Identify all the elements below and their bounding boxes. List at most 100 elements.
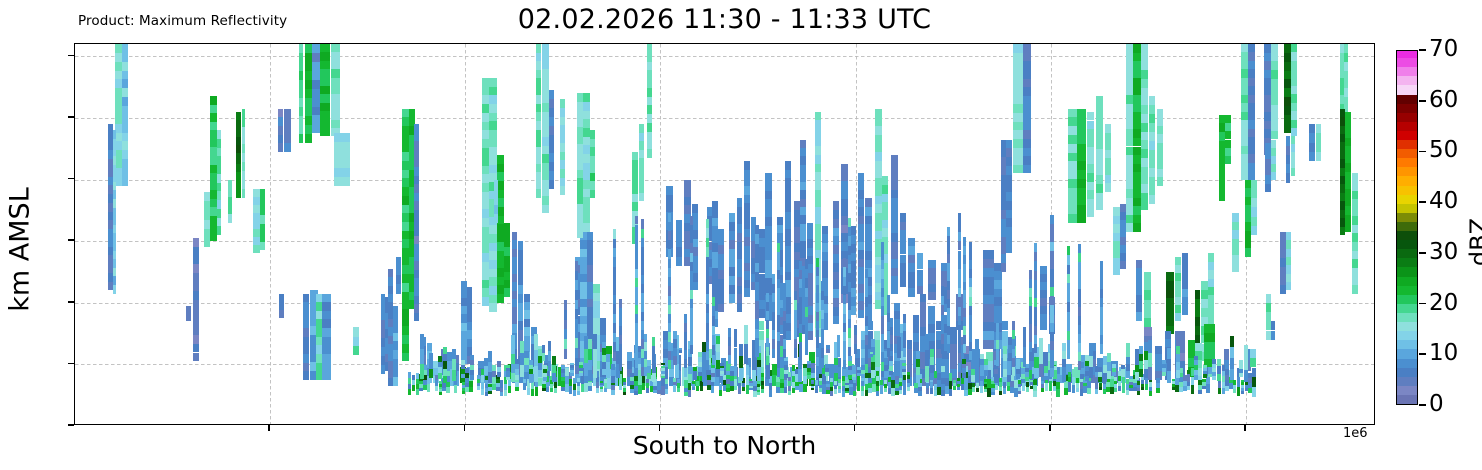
echo-cell xyxy=(524,343,531,353)
echo-cell xyxy=(309,361,318,371)
echo-cell xyxy=(517,285,524,295)
echo-cell xyxy=(895,383,899,388)
echo-cell xyxy=(216,165,222,174)
echo-cell xyxy=(806,264,814,273)
echo-cell xyxy=(1224,359,1229,371)
echo-cell xyxy=(933,389,938,397)
echo-cell xyxy=(193,290,199,300)
echo-cell xyxy=(1143,299,1151,309)
echo-cell xyxy=(1339,218,1346,227)
echo-cell xyxy=(888,360,893,366)
echo-cell xyxy=(929,356,934,365)
echo-cell xyxy=(745,384,749,395)
echo-cell xyxy=(734,385,738,390)
echo-cell xyxy=(576,204,584,213)
echo-cell xyxy=(689,289,693,299)
echo-cell xyxy=(882,280,889,290)
echo-cell xyxy=(814,180,822,190)
echo-cell xyxy=(722,385,726,391)
echo-cell xyxy=(216,217,222,227)
echo-cell xyxy=(706,360,710,370)
echo-cell xyxy=(309,317,318,327)
echo-cell xyxy=(879,379,884,385)
colorbar[interactable] xyxy=(1396,50,1418,405)
echo-cell xyxy=(946,253,950,263)
echo-cell xyxy=(983,322,994,332)
echo-cell xyxy=(380,302,386,312)
echo-cell xyxy=(961,368,966,373)
echo-cell xyxy=(793,285,800,295)
echo-cell xyxy=(1010,387,1014,394)
echo-cell xyxy=(771,375,778,386)
echo-cell xyxy=(497,285,504,295)
echo-cell xyxy=(506,365,511,369)
echo-cell xyxy=(122,114,129,124)
echo-cell xyxy=(929,349,934,357)
echo-cell xyxy=(549,126,555,135)
echo-cell xyxy=(806,247,814,257)
echo-cell xyxy=(1025,372,1030,377)
echo-cell xyxy=(850,306,857,316)
echo-cell xyxy=(968,382,972,389)
echo-cell xyxy=(1201,281,1208,291)
echo-cell xyxy=(845,388,849,391)
echo-cell xyxy=(674,349,679,364)
echo-cell xyxy=(497,180,504,190)
echo-cell xyxy=(1013,164,1023,174)
echo-cell xyxy=(673,347,677,357)
echo-cell xyxy=(489,207,498,217)
echo-cell xyxy=(902,387,907,395)
echo-cell xyxy=(437,356,442,362)
echo-cell xyxy=(916,351,921,359)
echo-cell xyxy=(1137,387,1141,392)
echo-cell xyxy=(535,44,542,53)
echo-cell xyxy=(503,230,511,240)
colorbar-title: dBZ xyxy=(1465,217,1482,267)
echo-cell xyxy=(484,366,491,375)
echo-cell xyxy=(467,347,473,356)
echo-cell xyxy=(826,348,830,353)
echo-cell xyxy=(1308,133,1316,143)
echo-cell xyxy=(935,367,943,377)
echo-cell xyxy=(692,366,697,372)
echo-cell xyxy=(446,376,450,382)
echo-cell xyxy=(1240,77,1248,87)
echo-cell xyxy=(465,387,469,393)
echo-cell xyxy=(402,230,409,240)
echo-cell xyxy=(886,303,890,313)
echo-cell xyxy=(902,372,907,376)
echo-cell xyxy=(815,348,819,358)
echo-cell xyxy=(1022,130,1031,139)
echo-cell xyxy=(937,380,941,388)
echo-cell xyxy=(1161,367,1167,372)
echo-cell xyxy=(887,318,893,327)
echo-cell xyxy=(580,240,587,249)
colorbar-band xyxy=(1397,294,1417,304)
echo-cell xyxy=(1183,375,1187,381)
echo-cell xyxy=(638,357,643,364)
echo-cell xyxy=(1098,382,1103,387)
echo-cell xyxy=(849,390,853,395)
echo-cell xyxy=(730,370,734,376)
plot-area[interactable] xyxy=(74,43,1375,425)
echo-cell xyxy=(968,296,972,306)
echo-cell xyxy=(750,257,757,266)
echo-cell xyxy=(1179,382,1183,387)
echo-cell xyxy=(717,253,724,263)
echo-cell xyxy=(942,323,950,333)
echo-cell xyxy=(661,365,666,369)
echo-cell xyxy=(856,366,861,370)
echo-cell xyxy=(1280,275,1286,285)
echo-cell xyxy=(1083,389,1087,393)
echo-cell xyxy=(919,335,927,344)
echo-cell xyxy=(442,354,447,362)
echo-cell xyxy=(1077,187,1086,197)
colorbar-band xyxy=(1397,51,1417,59)
echo-cell xyxy=(1244,385,1248,389)
echo-cell xyxy=(765,173,772,183)
echo-cell xyxy=(618,373,623,379)
echo-cell xyxy=(1125,78,1133,87)
echo-cell xyxy=(408,117,416,127)
echo-cell xyxy=(927,291,936,300)
echo-cell xyxy=(684,359,688,369)
